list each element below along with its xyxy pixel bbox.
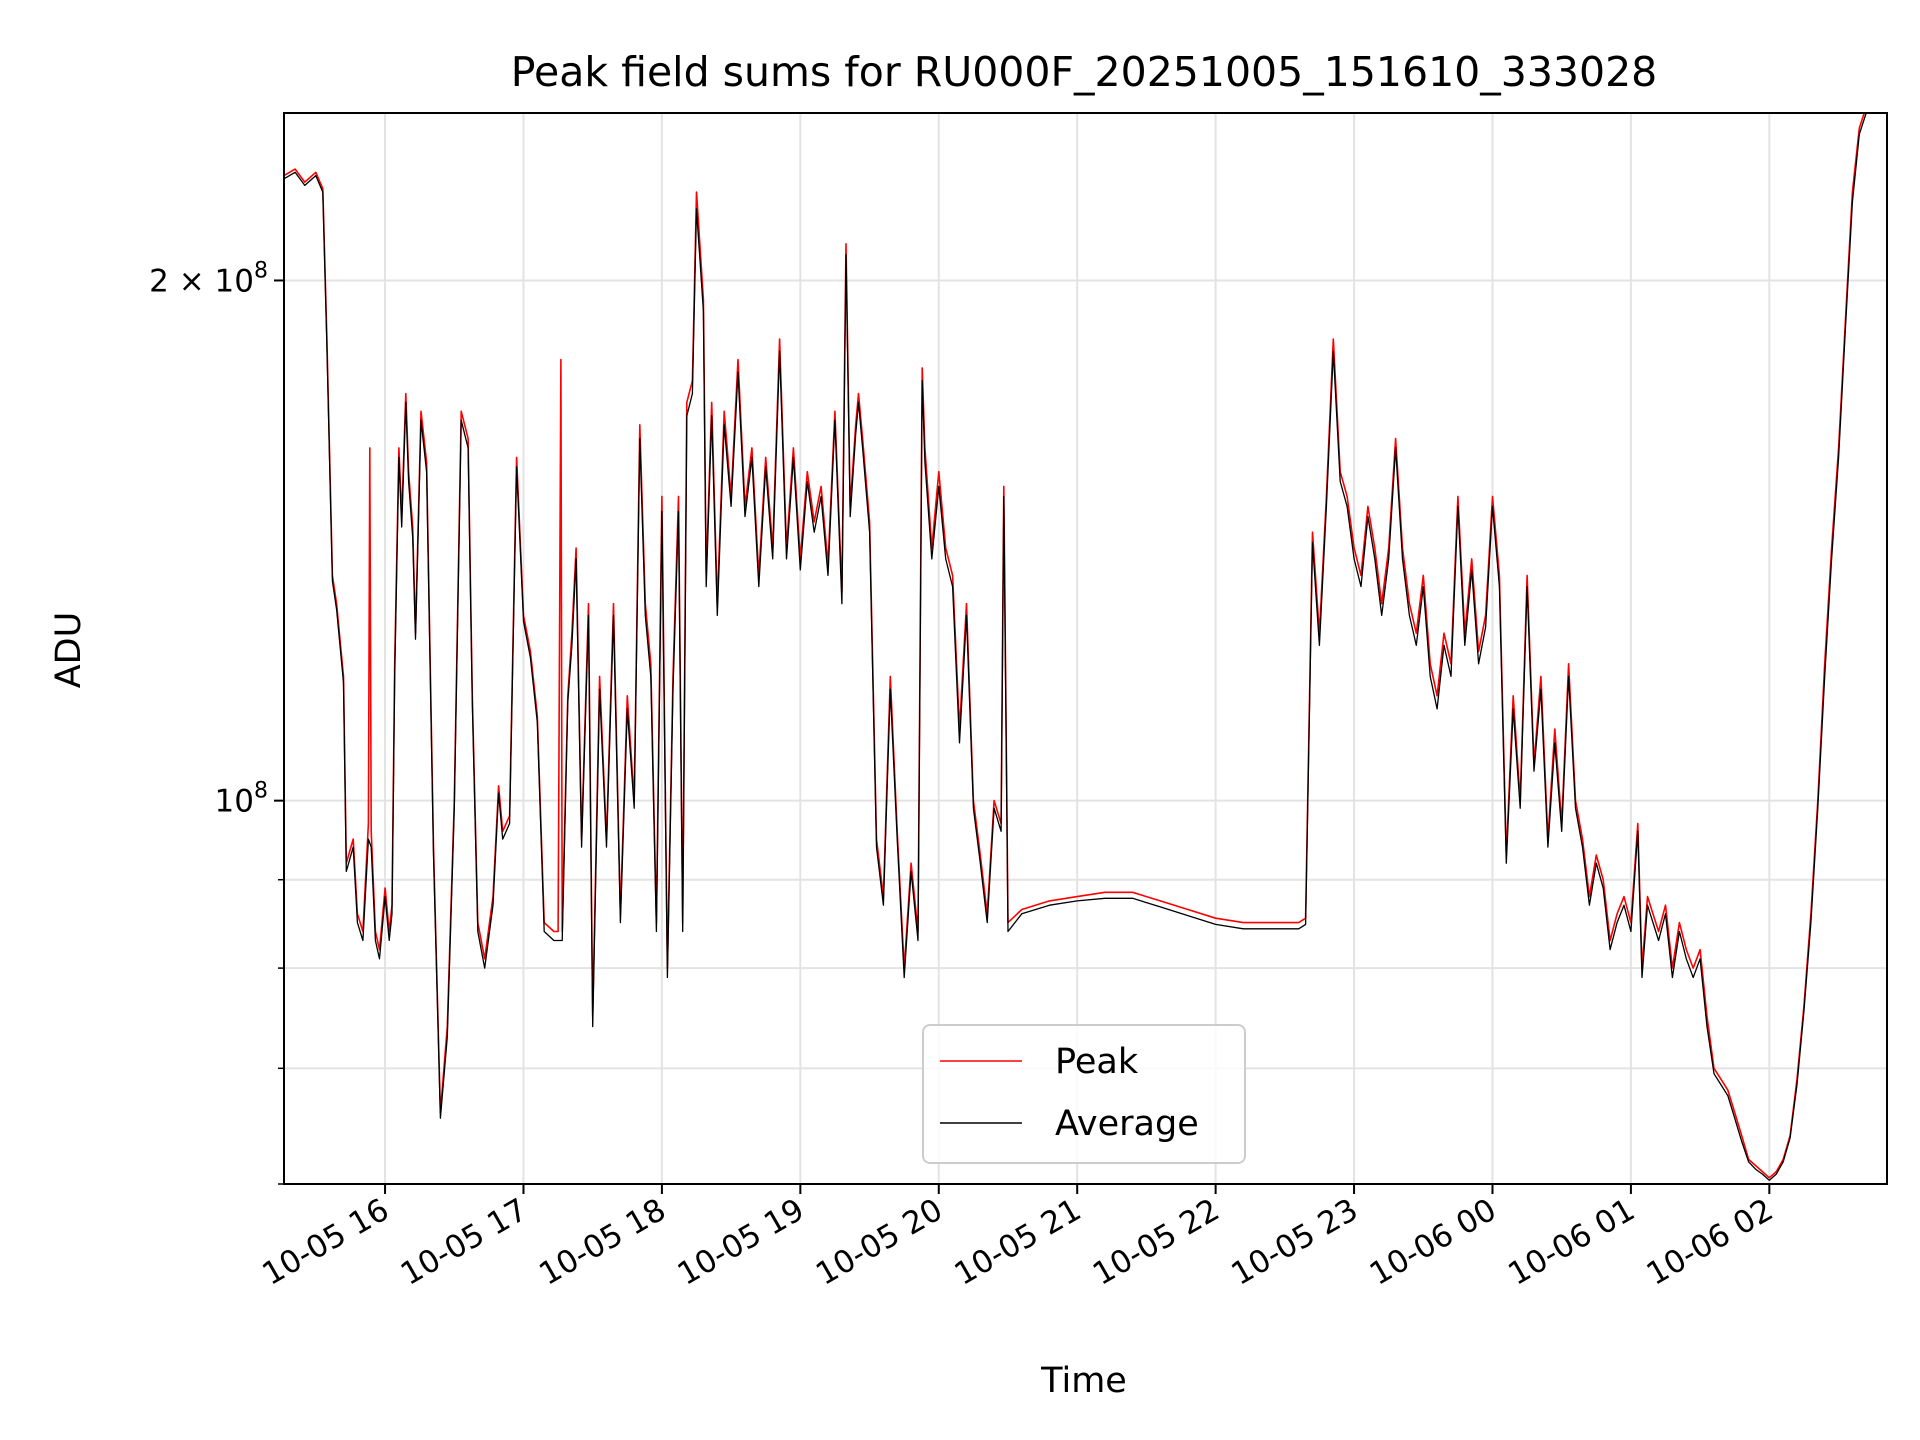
grid	[284, 113, 1887, 1185]
legend-label-peak: Peak	[1055, 1042, 1139, 1082]
plot-frame	[283, 112, 1888, 1185]
series-line-average	[284, 113, 1867, 1181]
x-axis-label: Time	[1040, 1361, 1127, 1401]
y-axis: 108 2 × 108	[149, 258, 284, 1185]
y-axis-label: ADU	[49, 612, 89, 689]
series-layer	[284, 113, 1867, 1181]
y-tick-label: 2 × 108	[149, 258, 268, 299]
legend-box	[922, 1024, 1246, 1164]
chart-title: Peak field sums for RU000F_20251005_1516…	[511, 48, 1658, 96]
legend: Peak Average	[922, 1024, 1246, 1164]
y-tick-label: 108	[215, 779, 268, 820]
legend-label-average: Average	[1055, 1104, 1199, 1144]
